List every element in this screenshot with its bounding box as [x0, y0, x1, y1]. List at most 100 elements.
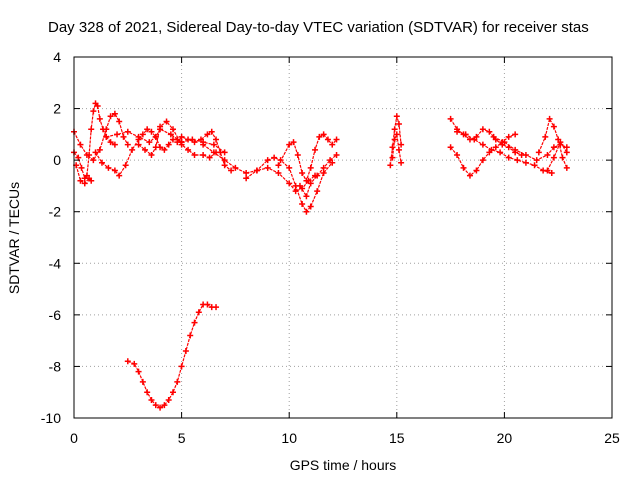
data-point: [264, 164, 271, 171]
data-point: [116, 118, 123, 125]
data-point: [391, 126, 398, 133]
y-tick-label: -10: [41, 410, 61, 426]
series-points: [535, 115, 570, 171]
y-tick-label: -4: [49, 255, 62, 271]
series-points: [124, 301, 220, 411]
data-point: [320, 131, 327, 138]
data-point: [206, 154, 213, 161]
data-point: [387, 162, 394, 169]
series-points: [243, 154, 336, 215]
data-point: [163, 118, 170, 125]
series-points: [389, 131, 405, 166]
data-point: [264, 157, 271, 164]
series-points: [296, 151, 340, 200]
data-point: [129, 146, 136, 153]
data-point: [544, 151, 551, 158]
data-point: [312, 146, 319, 153]
data-point: [275, 170, 282, 177]
data-point: [327, 157, 334, 164]
data-point: [157, 123, 164, 130]
data-point: [210, 149, 217, 156]
x-tick-label: 5: [178, 430, 186, 446]
data-point: [393, 131, 400, 138]
series-points: [544, 139, 570, 174]
data-point: [243, 170, 250, 177]
data-point: [296, 182, 303, 189]
series-layer: [71, 100, 570, 411]
data-point: [271, 154, 278, 161]
data-point: [462, 131, 469, 138]
data-point: [512, 146, 519, 153]
data-point: [124, 141, 131, 148]
data-point: [135, 368, 142, 375]
data-point: [391, 136, 398, 143]
data-point: [550, 123, 557, 130]
data-point: [522, 151, 529, 158]
plot-frame: [73, 56, 613, 419]
data-point: [466, 172, 473, 179]
data-point: [398, 141, 405, 148]
data-point: [314, 172, 321, 179]
data-point: [142, 146, 149, 153]
data-point: [114, 131, 121, 138]
data-point: [144, 126, 151, 133]
data-point: [122, 162, 129, 169]
data-point: [533, 157, 540, 164]
data-point: [169, 389, 176, 396]
data-point: [454, 128, 461, 135]
data-point: [131, 360, 138, 367]
data-point: [92, 149, 99, 156]
data-point: [479, 126, 486, 133]
data-point: [167, 131, 174, 138]
y-axis-label: SDTVAR / TECUs: [6, 182, 22, 294]
data-point: [107, 113, 114, 120]
data-point: [275, 162, 282, 169]
data-point: [200, 151, 207, 158]
data-point: [447, 144, 454, 151]
data-point: [479, 157, 486, 164]
data-point: [389, 154, 396, 161]
y-tick-label: 0: [53, 152, 61, 168]
data-point: [563, 144, 570, 151]
data-point: [88, 126, 95, 133]
data-point: [204, 131, 211, 138]
data-point: [139, 131, 146, 138]
data-point: [135, 141, 142, 148]
data-point: [124, 128, 131, 135]
data-point: [107, 139, 114, 146]
y-tick-label: 2: [53, 101, 61, 117]
data-point: [253, 167, 260, 174]
data-point: [286, 141, 293, 148]
data-point: [316, 133, 323, 140]
data-point: [191, 151, 198, 158]
series-points: [387, 113, 405, 169]
data-point: [144, 389, 151, 396]
data-point: [314, 188, 321, 195]
x-tick-label: 0: [70, 430, 78, 446]
data-point: [103, 126, 110, 133]
y-tick-label: -8: [49, 358, 62, 374]
data-point: [77, 177, 84, 184]
data-point: [228, 167, 235, 174]
x-axis-label: GPS time / hours: [290, 457, 397, 473]
data-point: [512, 131, 519, 138]
chart-title: Day 328 of 2021, Sidereal Day-to-day VTE…: [48, 19, 589, 36]
data-point: [146, 139, 153, 146]
x-tick-label: 10: [281, 430, 297, 446]
data-point: [178, 133, 185, 140]
data-point: [185, 146, 192, 153]
data-point: [221, 162, 228, 169]
data-point: [395, 121, 402, 128]
data-point: [294, 151, 301, 158]
data-point: [165, 396, 172, 403]
data-point: [505, 133, 512, 140]
data-point: [195, 309, 202, 316]
data-point: [90, 157, 97, 164]
data-point: [550, 154, 557, 161]
data-point: [152, 133, 159, 140]
data-point: [187, 332, 194, 339]
data-point: [208, 128, 215, 135]
data-point: [191, 319, 198, 326]
data-point: [81, 180, 88, 187]
